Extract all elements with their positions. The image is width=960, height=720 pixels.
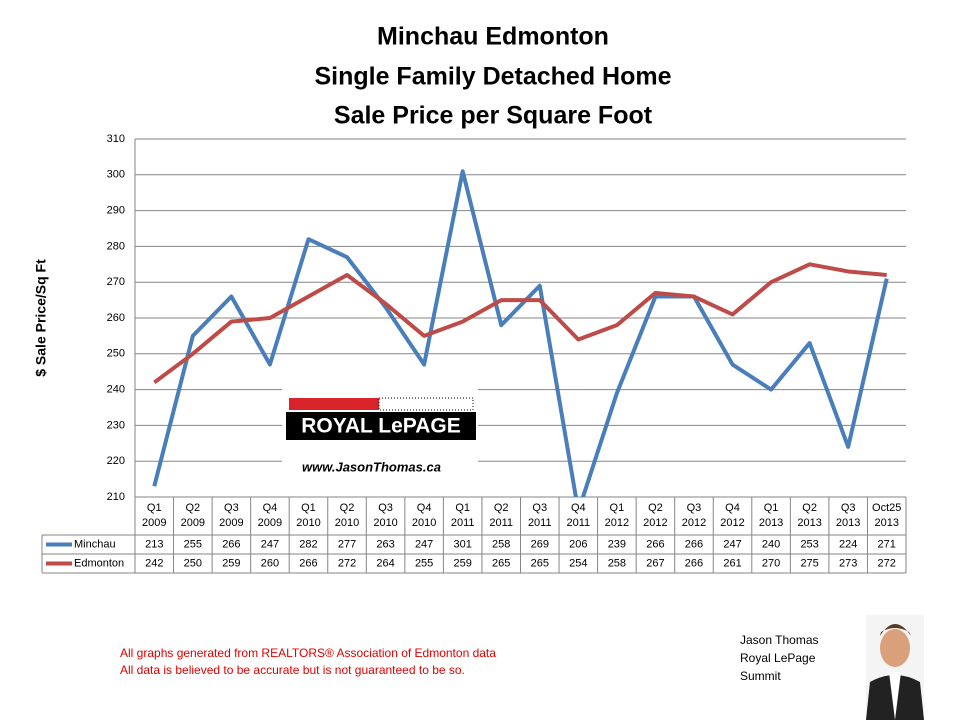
y-tick-label: 240 bbox=[107, 384, 125, 396]
table-value: 265 bbox=[531, 557, 549, 569]
table-value: 247 bbox=[261, 538, 279, 550]
table-value: 266 bbox=[685, 538, 703, 550]
table-value: 264 bbox=[376, 557, 394, 569]
series-line bbox=[153, 262, 887, 385]
x-tick-label: Q4 2009 bbox=[258, 502, 282, 529]
y-axis-label: $ Sale Price/Sq Ft bbox=[33, 259, 49, 377]
table-value: 266 bbox=[299, 557, 317, 569]
table-value: 269 bbox=[531, 538, 549, 550]
table-value: 265 bbox=[492, 557, 510, 569]
table-value: 261 bbox=[723, 557, 741, 569]
y-tick-label: 270 bbox=[107, 276, 125, 288]
y-tick-label: 300 bbox=[107, 169, 125, 181]
table-value: 247 bbox=[415, 538, 433, 550]
x-tick-label: Q1 2010 bbox=[296, 502, 320, 529]
x-tick-label: Q3 2009 bbox=[219, 502, 243, 529]
table-value: 247 bbox=[723, 538, 741, 550]
x-tick-label: Q4 2010 bbox=[412, 502, 436, 529]
y-tick-label: 280 bbox=[107, 240, 125, 252]
table-value: 267 bbox=[646, 557, 664, 569]
y-tick-label: 250 bbox=[107, 348, 125, 360]
table-value: 273 bbox=[839, 557, 857, 569]
x-tick-label: Q3 2013 bbox=[836, 502, 860, 529]
table-value: 240 bbox=[762, 538, 780, 550]
x-tick-label: Q1 2012 bbox=[605, 502, 629, 529]
agent-name: Jason Thomas bbox=[740, 633, 819, 647]
table-value: 272 bbox=[338, 557, 356, 569]
x-tick-label: Q3 2011 bbox=[528, 502, 552, 529]
x-tick-label: Q2 2009 bbox=[181, 502, 205, 529]
footnote: All data is believed to be accurate but … bbox=[120, 663, 465, 677]
x-tick-label: Q4 2011 bbox=[566, 502, 590, 529]
agent-office: Summit bbox=[740, 669, 781, 683]
table-value: 258 bbox=[492, 538, 510, 550]
table-value: 259 bbox=[453, 557, 471, 569]
y-tick-label: 290 bbox=[107, 205, 125, 217]
table-value: 255 bbox=[415, 557, 433, 569]
x-tick-label: Q2 2011 bbox=[489, 502, 513, 529]
table-value: 275 bbox=[800, 557, 818, 569]
footnote: All graphs generated from REALTORS® Asso… bbox=[120, 646, 496, 660]
logo: ROYAL LePAGE www.JasonThomas.ca bbox=[282, 386, 478, 474]
x-tick-label: Q1 2009 bbox=[142, 502, 166, 529]
x-tick-label: Q4 2012 bbox=[720, 502, 744, 529]
x-tick-label: Q1 2013 bbox=[759, 502, 783, 529]
table-value: 270 bbox=[762, 557, 780, 569]
logo-text: ROYAL LePAGE bbox=[301, 415, 461, 438]
table-value: 266 bbox=[685, 557, 703, 569]
chart-title: Sale Price per Square Foot bbox=[334, 102, 653, 130]
table-value: 266 bbox=[222, 538, 240, 550]
chart-title: Minchau Edmonton bbox=[377, 23, 609, 51]
x-tick-label: Q2 2013 bbox=[797, 502, 821, 529]
x-tick-label: Q2 2012 bbox=[643, 502, 667, 529]
agent-company: Royal LePage bbox=[740, 651, 816, 665]
agent-photo bbox=[866, 615, 924, 720]
table-value: 272 bbox=[878, 557, 896, 569]
table-value: 255 bbox=[184, 538, 202, 550]
table-value: 271 bbox=[878, 538, 896, 550]
table-value: 254 bbox=[569, 557, 587, 569]
x-tick-label: Q3 2012 bbox=[682, 502, 706, 529]
x-tick-label: Q3 2010 bbox=[373, 502, 397, 529]
y-tick-label: 210 bbox=[107, 491, 125, 503]
y-tick-label: 220 bbox=[107, 455, 125, 467]
table-value: 224 bbox=[839, 538, 857, 550]
table-value: 301 bbox=[453, 538, 471, 550]
table-value: 263 bbox=[376, 538, 394, 550]
table-value: 253 bbox=[800, 538, 818, 550]
table-value: 282 bbox=[299, 538, 317, 550]
table-value: 266 bbox=[646, 538, 664, 550]
x-tick-label: Oct25 2013 bbox=[872, 502, 901, 529]
legend-label: Edmonton bbox=[74, 557, 124, 569]
table-value: 258 bbox=[608, 557, 626, 569]
chart-title: Single Family Detached Home bbox=[314, 63, 671, 91]
x-tick-label: Q1 2011 bbox=[451, 502, 475, 529]
table-value: 213 bbox=[145, 538, 163, 550]
series-line bbox=[152, 169, 889, 497]
table-value: 206 bbox=[569, 538, 587, 550]
logo-url: www.JasonThomas.ca bbox=[302, 459, 441, 474]
x-tick-label: Q2 2010 bbox=[335, 502, 359, 529]
table-value: 259 bbox=[222, 557, 240, 569]
table-value: 277 bbox=[338, 538, 356, 550]
y-tick-label: 230 bbox=[107, 419, 125, 431]
y-tick-label: 260 bbox=[107, 312, 125, 324]
table-value: 250 bbox=[184, 557, 202, 569]
legend-label: Minchau bbox=[74, 538, 116, 550]
table-value: 239 bbox=[608, 538, 626, 550]
table-value: 242 bbox=[145, 557, 163, 569]
y-tick-label: 310 bbox=[107, 133, 125, 145]
table-value: 260 bbox=[261, 557, 279, 569]
